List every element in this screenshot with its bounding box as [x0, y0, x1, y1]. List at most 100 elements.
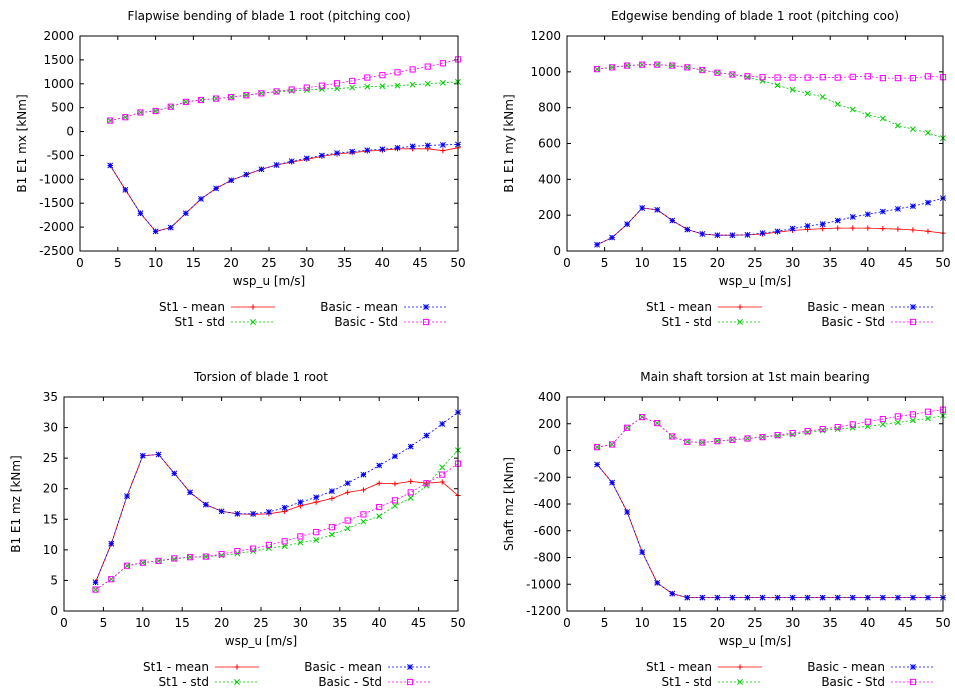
data-point-c3-s3-p2	[624, 424, 631, 431]
series-line-0	[596, 464, 943, 598]
data-point-c0-s1-p15	[334, 85, 340, 92]
data-point-c2-s3-p0	[92, 586, 99, 593]
data-point-c2-s3-p12	[281, 538, 288, 545]
data-point-c2-s2-p11	[265, 508, 272, 515]
data-point-c1-s2-p4	[654, 206, 661, 213]
data-point-c1-s0-plegend	[737, 304, 743, 310]
data-point-c0-s3-p21	[424, 63, 431, 70]
data-point-c3-s3-p1	[609, 441, 616, 448]
y-tick-label: 5	[50, 573, 58, 587]
data-point-c1-s3-p5	[669, 62, 676, 69]
data-point-c0-s3-p5	[182, 98, 189, 106]
data-point-c1-s1-p2	[624, 62, 631, 69]
data-point-c1-s2-p16	[834, 217, 841, 224]
data-point-c1-s3-p10	[744, 73, 751, 80]
legend-label-0: St1 - mean	[646, 300, 712, 314]
data-point-c0-s2-plegend	[423, 304, 429, 310]
data-point-c1-s3-p21	[909, 75, 917, 82]
data-point-c0-s1-p4	[167, 103, 174, 110]
data-point-c2-s1-p6	[187, 554, 194, 561]
y-tick-label: 0	[553, 444, 561, 458]
x-tick-label: 45	[411, 616, 426, 630]
x-tick-label: 10	[635, 616, 650, 630]
data-point-c2-s2-p7	[202, 501, 209, 508]
data-point-c1-s3-p20	[894, 75, 901, 82]
x-axis-label: wsp_u [m/s]	[225, 634, 297, 648]
chart-3: Torsion of blade 1 root 0 5 10 15 20 25 30 35 40 4…	[9, 370, 466, 689]
data-point-c0-s3-p22	[439, 60, 446, 67]
data-point-c2-s3-p2	[123, 562, 131, 569]
y-tick-label: -600	[534, 524, 561, 538]
data-point-c0-s3-p1	[122, 114, 129, 121]
x-tick-label: 35	[823, 616, 838, 630]
x-tick-label: 25	[747, 616, 762, 630]
data-point-c1-s1-p22	[925, 129, 931, 136]
y-tick-label: 10	[43, 543, 58, 557]
x-tick-label: 50	[450, 616, 465, 630]
data-point-c1-s1-p0	[594, 66, 601, 73]
x-tick-label: 50	[935, 616, 950, 630]
data-point-c1-s3-p7	[699, 66, 706, 74]
data-point-c2-s1-p19	[392, 502, 398, 509]
x-tick-label: 30	[299, 256, 314, 270]
data-point-c3-s2-p14	[804, 594, 811, 601]
data-point-c1-s3-p3	[639, 61, 646, 68]
data-point-c0-s3-p11	[273, 88, 280, 95]
data-point-c1-s2-p8	[714, 232, 721, 239]
data-point-c2-s2-p9	[234, 510, 241, 517]
data-point-c1-s1-p19	[879, 115, 886, 122]
data-point-c3-s1-p0	[594, 444, 601, 451]
x-tick-label: 50	[935, 256, 950, 270]
data-point-c3-s2-p21	[909, 594, 916, 601]
data-point-c1-s2-p9	[729, 232, 736, 239]
data-point-c0-s2-p0	[107, 162, 114, 169]
data-point-c0-s1-p17	[364, 83, 371, 90]
data-point-c2-s3-p4	[155, 557, 162, 564]
y-tick-label: -1000	[526, 577, 561, 591]
data-point-c1-s0-p22	[925, 228, 931, 234]
x-tick-label: 20	[214, 616, 229, 630]
chart-title: Torsion of blade 1 root	[193, 370, 328, 384]
data-point-c3-s3-p9	[729, 436, 736, 443]
data-point-c3-s3-p6	[684, 438, 691, 445]
legend-label-2: Basic - mean	[807, 300, 885, 314]
x-tick-label: 35	[337, 256, 352, 270]
data-point-c0-s2-p3	[152, 228, 159, 235]
data-point-c1-s3-p17	[849, 73, 856, 80]
x-tick-label: 25	[747, 256, 762, 270]
chart-1: Flapwise bending of blade 1 root (pitchi…	[15, 9, 466, 329]
x-tick-label: 5	[114, 256, 122, 270]
data-point-c2-s3-p16	[344, 517, 351, 524]
data-point-c2-s0-p15	[329, 495, 335, 502]
data-point-c2-s1-p18	[376, 513, 383, 520]
data-point-c0-s1-p19	[394, 82, 401, 89]
data-point-c1-s0-p20	[895, 226, 901, 232]
y-axis-label: B1 E1 mz [kNm]	[9, 455, 23, 553]
series-line-2	[109, 144, 459, 232]
series-line-2	[95, 411, 459, 583]
data-point-c0-s1-p8	[228, 94, 235, 101]
data-point-c0-s0-plegend	[250, 304, 256, 310]
data-point-c3-s1-p19	[879, 421, 886, 428]
data-point-c2-s2-p13	[297, 499, 304, 506]
legend-label-3: Basic - Std	[334, 315, 398, 329]
data-point-c0-s3-p8	[228, 94, 235, 101]
data-point-c2-s3-p5	[171, 555, 178, 562]
data-point-c0-s2-p16	[349, 148, 356, 155]
series-line-2	[596, 464, 943, 598]
data-point-c2-s3-p18	[376, 503, 383, 511]
data-point-c2-s3-p17	[360, 511, 367, 518]
data-point-c1-s1-p16	[834, 101, 841, 108]
data-point-c1-s2-p2	[624, 221, 631, 228]
series-line-1	[597, 64, 944, 139]
x-tick-label: 10	[148, 256, 163, 270]
x-tick-label: 20	[224, 256, 239, 270]
data-point-c2-s3-p8	[218, 551, 225, 558]
x-tick-label: 45	[413, 256, 428, 270]
data-point-c3-s1-p17	[849, 424, 856, 431]
data-point-c1-s2-p18	[864, 211, 871, 218]
y-tick-label: -500	[47, 148, 74, 162]
